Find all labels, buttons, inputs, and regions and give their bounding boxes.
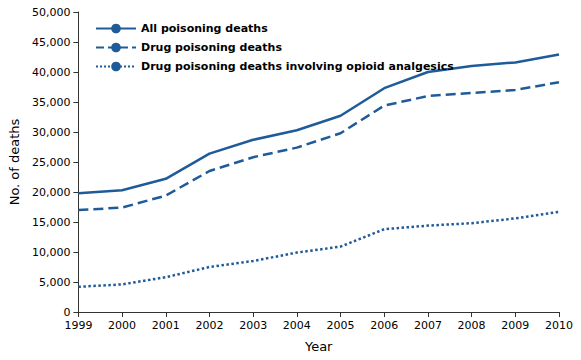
svg-text:2009: 2009 [501, 319, 529, 332]
svg-text:2006: 2006 [370, 319, 398, 332]
svg-text:Drug poisoning deaths: Drug poisoning deaths [141, 41, 282, 54]
svg-text:2002: 2002 [195, 319, 223, 332]
svg-text:2007: 2007 [414, 319, 442, 332]
svg-text:2008: 2008 [458, 319, 486, 332]
svg-text:All poisoning deaths: All poisoning deaths [141, 22, 268, 35]
svg-text:45,000: 45,000 [32, 36, 71, 49]
svg-text:20,000: 20,000 [32, 186, 71, 199]
svg-text:25,000: 25,000 [32, 156, 71, 169]
svg-text:5,000: 5,000 [39, 276, 71, 289]
svg-text:1999: 1999 [64, 319, 92, 332]
svg-text:2003: 2003 [239, 319, 267, 332]
svg-text:2004: 2004 [283, 319, 311, 332]
svg-text:50,000: 50,000 [32, 6, 71, 19]
svg-text:40,000: 40,000 [32, 66, 71, 79]
svg-text:0: 0 [63, 306, 70, 319]
svg-text:2010: 2010 [545, 319, 573, 332]
svg-text:10,000: 10,000 [32, 246, 71, 259]
svg-text:30,000: 30,000 [32, 126, 71, 139]
svg-text:2000: 2000 [108, 319, 136, 332]
svg-text:15,000: 15,000 [32, 216, 71, 229]
svg-text:2001: 2001 [152, 319, 180, 332]
svg-text:35,000: 35,000 [32, 96, 71, 109]
svg-text:No. of deaths: No. of deaths [7, 118, 22, 205]
svg-text:Year: Year [304, 339, 333, 354]
svg-text:2005: 2005 [327, 319, 355, 332]
svg-text:Drug poisoning deaths involvin: Drug poisoning deaths involving opioid a… [141, 60, 454, 73]
